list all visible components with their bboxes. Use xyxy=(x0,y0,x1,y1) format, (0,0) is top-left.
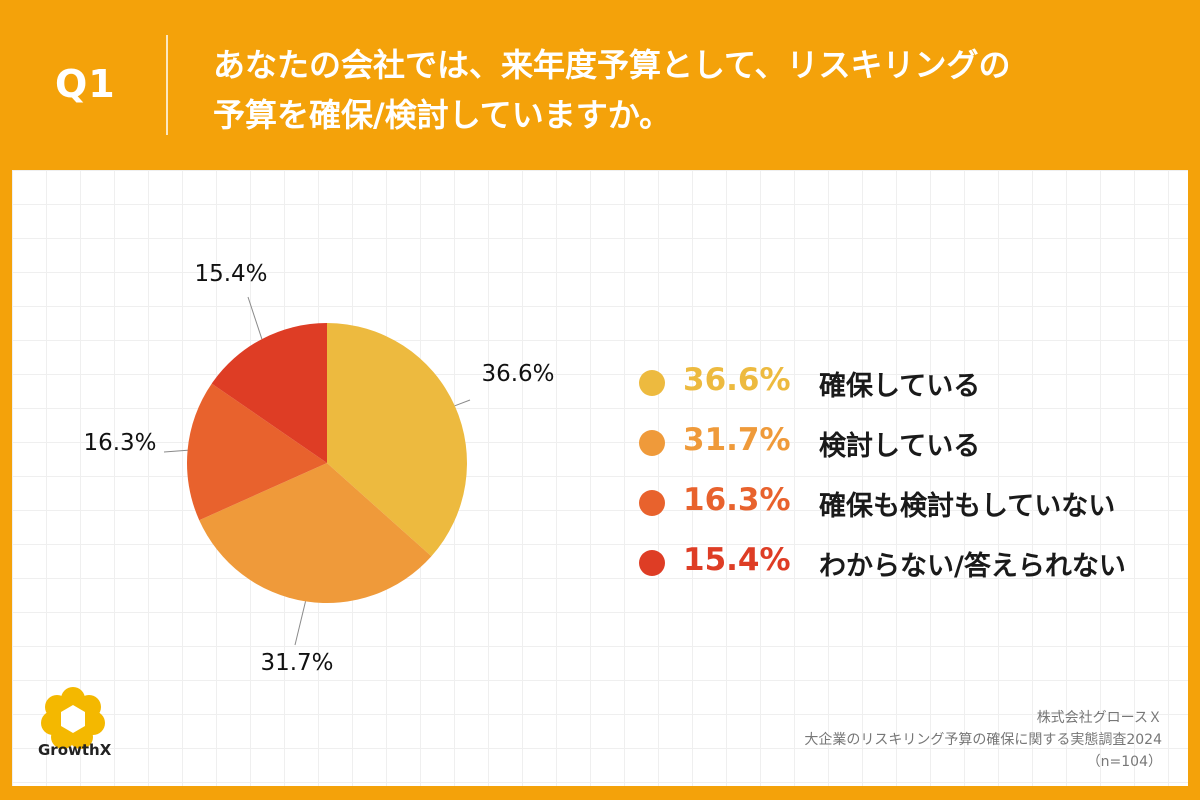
legend-percent: 16.3% xyxy=(683,482,791,518)
legend-label: 確保している xyxy=(819,371,981,402)
legend-dot xyxy=(639,490,665,516)
source-sample: （n=104） xyxy=(1086,754,1162,770)
legend-dot xyxy=(639,430,665,456)
legend-dot xyxy=(639,550,665,576)
data-label-considering: 31.7% xyxy=(260,650,333,676)
legend-percent: 36.6% xyxy=(683,362,791,398)
source-company: 株式会社グロースＸ xyxy=(1036,710,1162,726)
pie-slice-unknown xyxy=(211,323,327,463)
question-line-1: あなたの会社では、来年度予算として、リスキリングの xyxy=(213,46,1011,84)
header-divider xyxy=(166,35,168,135)
question-line-2: 予算を確保/検討していますか。 xyxy=(213,96,672,134)
pie-chart: 36.6% 31.7% 16.3% 15.4% xyxy=(83,261,554,676)
leader-line-unknown xyxy=(247,296,263,340)
legend-dot xyxy=(639,370,665,396)
data-label-secured: 36.6% xyxy=(481,361,554,387)
pie-slice-neither xyxy=(186,383,327,521)
logo-text: GrowthX xyxy=(38,741,112,759)
leader-line-neither xyxy=(163,449,188,453)
leader-line-considering xyxy=(294,601,307,646)
chart-panel: 36.6% 31.7% 16.3% 15.4% 36.6% 確保している 31.7% … xyxy=(12,170,1188,786)
question-text: あなたの会社では、来年度予算として、リスキリングの 予算を確保/検討していますか… xyxy=(213,40,1173,140)
data-label-unknown: 15.4% xyxy=(194,261,267,287)
pie-slice-considering xyxy=(199,463,432,603)
data-label-neither: 16.3% xyxy=(83,430,156,456)
legend-percent: 31.7% xyxy=(683,422,791,458)
question-number: Q1 xyxy=(55,62,116,106)
legend-label: 検討している xyxy=(819,431,981,462)
legend-label: 確保も検討もしていない xyxy=(819,491,1116,522)
pie-slice-secured xyxy=(327,323,467,557)
header-banner: Q1 あなたの会社では、来年度予算として、リスキリングの 予算を確保/検討してい… xyxy=(0,0,1200,170)
legend-label: わからない/答えられない xyxy=(819,551,1126,582)
growthx-logo-icon xyxy=(41,687,105,749)
leader-line-secured xyxy=(454,399,471,407)
legend-percent: 15.4% xyxy=(683,542,791,578)
source-survey: 大企業のリスキリング予算の確保に関する実態調査2024 xyxy=(804,732,1162,748)
source-note: 株式会社グロースＸ 大企業のリスキリング予算の確保に関する実態調査2024 （n… xyxy=(804,707,1162,773)
